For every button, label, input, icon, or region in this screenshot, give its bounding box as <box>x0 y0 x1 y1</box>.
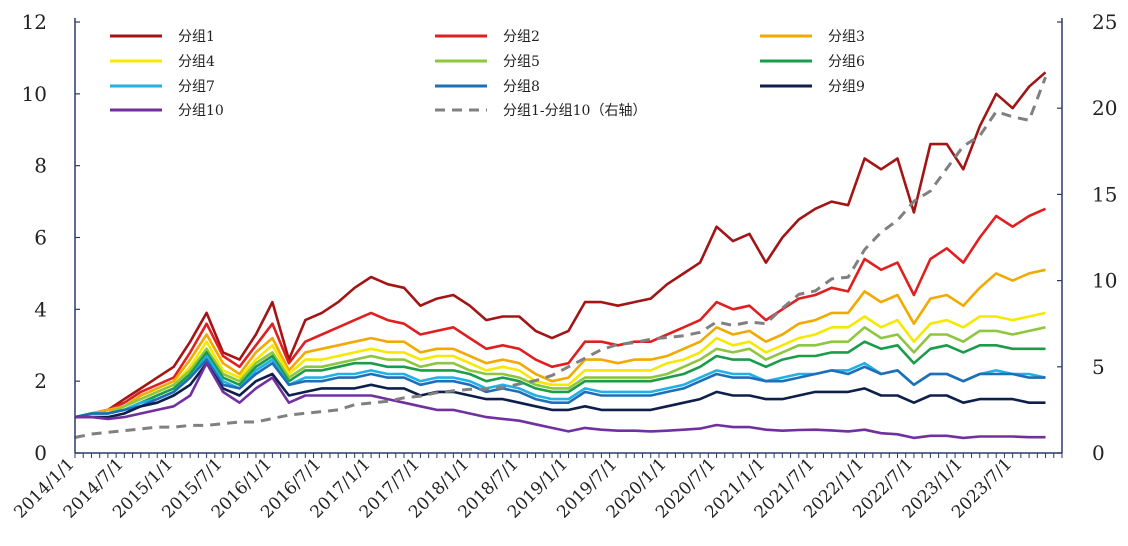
legend-label: 分组2 <box>503 29 540 45</box>
y-tick-label: 0 <box>34 441 47 465</box>
series-line-1 <box>74 71 1047 419</box>
y2-tick-label: 15 <box>1092 182 1117 206</box>
legend-label: 分组8 <box>503 79 540 95</box>
series-line-4 <box>74 311 1046 419</box>
legend-label: 分组9 <box>828 79 865 95</box>
legend: 分组1 分组2 分组3 分组4 分组5 分组6 分组7 分组8 分组9 分组10 分组1-分组10（… <box>110 29 865 119</box>
legend-label: 分组10 <box>178 103 224 119</box>
y-tick-label: 2 <box>34 369 47 393</box>
plot-area <box>74 71 1047 440</box>
legend-label: 分组3 <box>828 29 865 45</box>
y-tick-label: 4 <box>34 297 47 321</box>
y2-tick-label: 10 <box>1092 269 1117 293</box>
y2-tick-label: 20 <box>1092 96 1117 120</box>
y2-tick-label: 25 <box>1092 10 1117 34</box>
y-tick-label: 12 <box>22 10 47 34</box>
series-line-8 <box>74 358 1046 419</box>
legend-label: 分组1 <box>178 29 215 45</box>
y2-tick-label: 5 <box>1092 355 1105 379</box>
series-line-2 <box>74 207 1047 419</box>
series-line-3 <box>74 268 1046 419</box>
y-tick-label: 6 <box>34 226 47 250</box>
legend-label: 分组7 <box>178 79 215 95</box>
series-line-11 <box>74 76 1047 439</box>
series-line-5 <box>74 326 1046 419</box>
legend-label: 分组5 <box>503 54 540 70</box>
y-tick-label: 10 <box>22 82 47 106</box>
legend-label: 分组6 <box>828 54 865 70</box>
legend-label: 分组1-分组10（右轴） <box>503 103 646 119</box>
series-line-10 <box>75 361 1046 440</box>
legend-label: 分组4 <box>178 54 215 70</box>
y2-tick-label: 0 <box>1092 441 1105 465</box>
y-tick-label: 8 <box>34 154 47 178</box>
series-line-9 <box>75 361 1046 419</box>
series-line-6 <box>74 340 1046 419</box>
axes: 02468101205101520252014/1/12014/7/12015/… <box>10 10 1117 523</box>
